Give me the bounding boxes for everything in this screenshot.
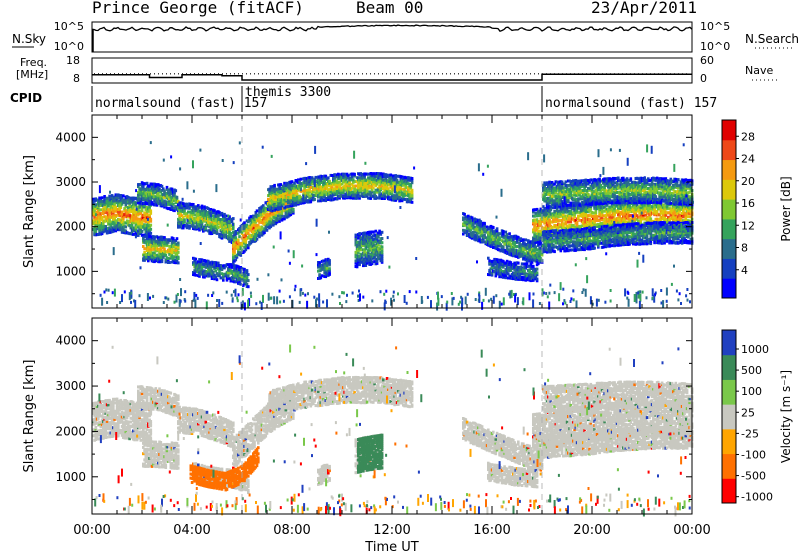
colorbar-frame [721,119,737,299]
nsearch-label: N.Search [745,32,799,46]
x-tick-label: 04:00 [173,523,210,538]
colorbar-swatch [722,199,736,220]
header-date: 23/Apr/2011 [591,0,697,17]
cpid-label: CPID [10,91,42,105]
colorbar-swatch [722,159,736,180]
colorbar-tick-label: 8 [741,242,748,255]
colorbar-tick-label: 4 [741,264,748,277]
cpid-segment-label: normalsound (fast) 157 [95,96,267,111]
cpid-segment-label: themis 3300 [245,85,331,100]
nave-label: Nave [745,64,773,77]
freq-label: Freq. [20,56,47,69]
freq-tick-low: 8 [73,72,80,85]
colorbar-swatch [722,379,736,405]
echo-cells [92,344,694,517]
colorbar-tick-label: -100 [741,448,766,461]
y-tick-label: 4000 [55,130,86,144]
x-tick-label: 12:00 [373,523,410,538]
nsky-tick-high: 10^5 [54,20,84,33]
colorbar-swatch [722,179,736,200]
nsearch-tick-low: 10^0 [700,40,730,53]
y-tick-label: 2000 [55,220,86,234]
colorbar-tick-label: -1000 [741,491,773,504]
y-axis-label: Slant Range [km] [22,155,37,268]
colorbar-tick-label: 500 [741,364,762,377]
y-tick-label: 1000 [55,264,86,278]
x-tick-label: 16:00 [473,523,510,538]
y-tick-label: 3000 [55,175,86,189]
nave-tick-high: 60 [700,54,714,67]
y-tick-label: 2000 [55,424,86,438]
colorbar-swatch [722,478,736,504]
header-station: Prince George (fitACF) [92,0,304,17]
colorbar-swatch [722,218,736,240]
cpid-segment-label: normalsound (fast) 157 [545,96,717,111]
y-axis-label: Slant Range [km] [22,360,37,473]
y-tick-label: 4000 [55,334,86,348]
colorbar-swatch [722,139,736,161]
colorbar-tick-label: 100 [741,385,762,398]
colorbar-swatch [722,428,736,455]
x-tick-label: 08:00 [273,523,310,538]
x-axis-label: Time UT [364,540,418,554]
colorbar-tick-label: -25 [741,427,759,440]
colorbar-tick-label: 25 [741,406,755,419]
nsky-label: N.Sky [12,32,46,46]
colorbar-swatch [722,453,736,479]
nsky-panel-frame [91,21,693,53]
x-tick-label: 00:00 [73,523,110,538]
colorbar-swatch [722,120,736,141]
x-tick-label: 00:00 [673,523,710,538]
y-tick-label: 3000 [55,379,86,393]
x-tick-label: 20:00 [573,523,610,538]
y-tick-label: 1000 [55,470,86,484]
nave-tick-low: 0 [700,72,707,85]
freq-unit-label: [MHz] [16,68,48,81]
freq-tick-high: 18 [66,54,80,67]
velocity-panel [91,317,739,517]
colorbar-swatch [722,238,736,259]
colorbar-tick-label: 28 [741,130,755,143]
colorbar-tick-label: 12 [741,219,755,232]
colorbar-tick-label: 16 [741,197,755,210]
colorbar-swatch [722,258,736,279]
colorbar-swatch [722,354,736,380]
colorbar-tick-label: 20 [741,175,755,188]
power-panel [91,114,739,311]
header-beam: Beam 00 [356,0,424,17]
nsearch-tick-high: 10^5 [700,20,730,33]
colorbar-tick-label: 1000 [741,343,769,356]
colorbar-label: Velocity [m s⁻¹] [779,370,793,463]
nsky-trace [91,24,693,32]
colorbar-tick-label: -500 [741,470,766,483]
colorbar-swatch [722,278,736,299]
colorbar-swatch [722,330,736,356]
colorbar-frame [721,329,737,504]
freq-trace [92,73,692,81]
colorbar-swatch [722,404,736,430]
colorbar-tick-label: 24 [741,153,755,166]
nsky-tick-low: 10^0 [54,40,84,53]
echo-cells [92,141,694,311]
colorbar-label: Power [dB] [779,176,793,241]
freq-panel-frame [91,57,693,84]
